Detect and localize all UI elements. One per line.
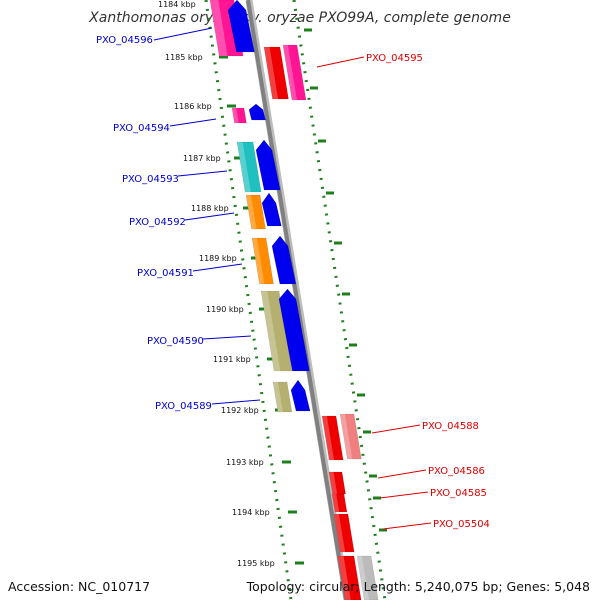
backbone-layer — [245, 0, 351, 600]
kbp-label: 1190 kbp — [206, 305, 244, 314]
gene-block-highlight — [332, 494, 340, 512]
gene-leader-line — [192, 263, 243, 272]
gene-leader-line — [371, 424, 421, 434]
kbp-label: 1195 kbp — [237, 559, 275, 568]
gene-block-highlight — [357, 556, 370, 600]
gene-block — [328, 471, 346, 495]
gene-block-highlight — [283, 45, 297, 100]
gene-block — [272, 381, 293, 413]
gene-leader-line — [382, 522, 432, 530]
kbp-label: 1184 kbp — [158, 0, 196, 9]
gene-label-left: PXO_04592 — [129, 217, 186, 228]
gene-label-right: PXO_05504 — [433, 519, 490, 530]
kbp-label: 1192 kbp — [221, 406, 259, 415]
gene-leader-line — [169, 118, 217, 127]
gene-block-highlight — [246, 195, 257, 229]
gene-leader-line — [379, 491, 429, 499]
gene-block-highlight — [261, 291, 281, 371]
gene-arrow — [227, 0, 255, 53]
gene-block-highlight — [329, 472, 338, 494]
gene-block-highlight — [334, 514, 346, 552]
gene-layer — [209, 0, 379, 600]
kbp-label: 1193 kbp — [226, 458, 264, 467]
kbp-label: 1186 kbp — [174, 102, 212, 111]
gene-block — [331, 493, 348, 513]
gene-block-highlight — [252, 238, 265, 284]
accession-text: Accession: NC_010717 — [8, 579, 151, 594]
gene-block — [339, 413, 362, 460]
gene-block — [282, 44, 307, 101]
gene-arrow — [271, 235, 297, 285]
gene-block-highlight — [210, 0, 228, 56]
gene-block — [245, 194, 266, 230]
gene-label-left: PXO_04590 — [147, 336, 204, 347]
gene-block — [263, 46, 289, 100]
gene-label-right: PXO_04585 — [430, 488, 487, 499]
gene-block-highlight — [322, 416, 335, 460]
gene-label-left: PXO_04589 — [155, 401, 212, 412]
gene-block — [321, 415, 344, 461]
genome-title: Xanthomonas oryzae pv. oryzae PXO99A, co… — [89, 10, 511, 26]
gene-block — [337, 555, 362, 600]
gene-arrow — [278, 288, 310, 372]
kbp-label: 1189 kbp — [199, 254, 237, 263]
kbp-label: 1188 kbp — [191, 204, 229, 213]
kbp-label: 1187 kbp — [183, 154, 221, 163]
gene-block — [260, 290, 293, 372]
gene-block-highlight — [264, 47, 279, 99]
gene-block — [236, 141, 262, 193]
gene-block-highlight — [338, 556, 351, 600]
gene-leader-line — [153, 27, 213, 41]
gene-arrow — [255, 139, 281, 191]
kbp-label: 1191 kbp — [213, 355, 251, 364]
gene-block — [333, 513, 355, 553]
topology-summary: Topology: circular; Length: 5,240,075 bp… — [246, 579, 590, 594]
gene-block — [251, 237, 274, 285]
gene-block-highlight — [273, 382, 283, 412]
gene-leader-line — [211, 399, 261, 405]
gene-label-left: PXO_04591 — [137, 268, 194, 279]
gene-label-right: PXO_04588 — [422, 421, 479, 432]
gene-leader-line — [184, 212, 235, 221]
gene-block-highlight — [232, 108, 239, 123]
gene-block — [231, 107, 247, 124]
gene-block-highlight — [237, 142, 251, 192]
gene-label-left: PXO_04593 — [122, 174, 179, 185]
gene-arrow — [248, 103, 266, 121]
gene-block — [356, 555, 379, 600]
gene-leader-line — [377, 469, 427, 479]
gene-leader-line — [202, 335, 252, 340]
backbone-line — [246, 0, 348, 600]
gene-arrow — [261, 192, 282, 227]
gene-label-left: PXO_04596 — [96, 35, 153, 46]
gene-block-highlight — [340, 414, 353, 459]
gene-label-left: PXO_04594 — [113, 123, 170, 134]
gene-label-right: PXO_04595 — [366, 53, 423, 64]
gene-label-right: PXO_04586 — [428, 466, 485, 477]
gene-leader-line — [177, 170, 228, 177]
track-border-left — [204, 0, 293, 600]
kbp-label: 1185 kbp — [165, 53, 203, 62]
gene-arrow — [290, 379, 311, 412]
gene-leader-line — [316, 56, 365, 68]
track-border-right — [292, 0, 387, 600]
label-layer: 1184 kbp 1185 kbp 1186 kbp 1187 kbp 1188 kbp… — [96, 0, 490, 568]
kbp-label: 1194 kbp — [232, 508, 270, 517]
